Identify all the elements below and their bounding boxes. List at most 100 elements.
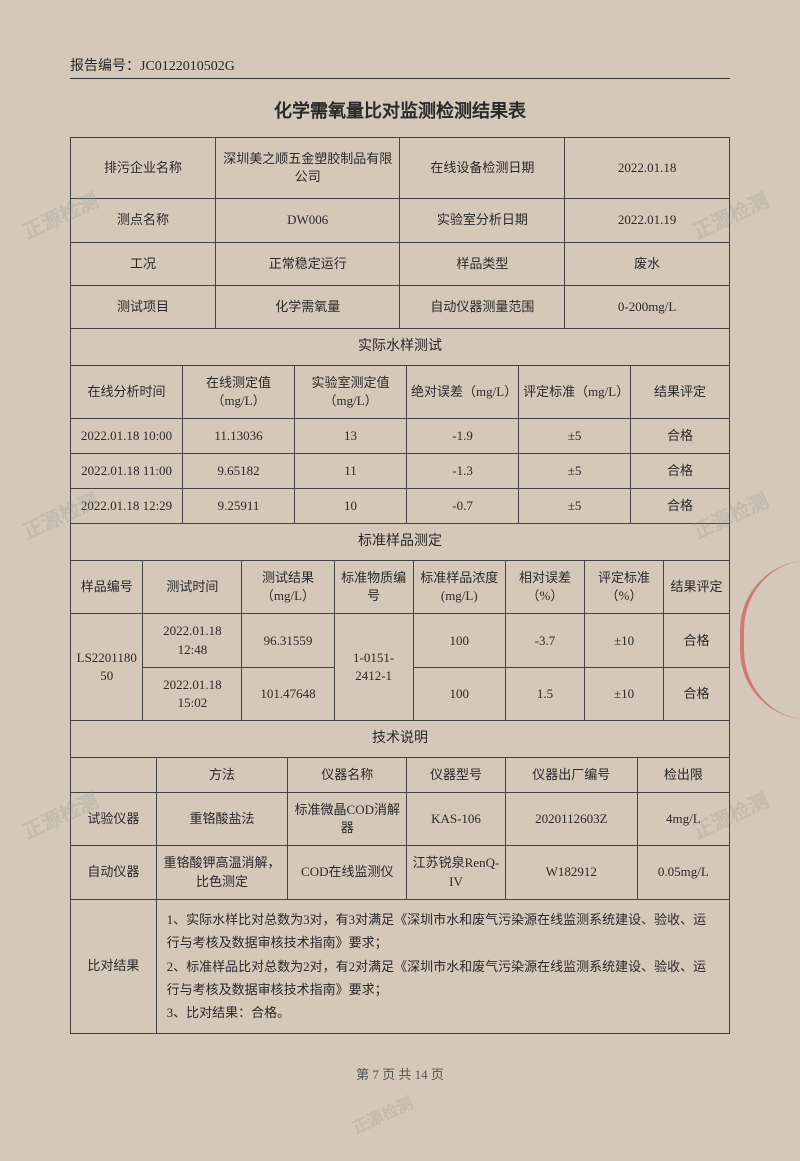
online-date-label: 在线设备检测日期 bbox=[400, 138, 565, 199]
cell-std: ±5 bbox=[519, 489, 631, 524]
sec2-h1: 样品编号 bbox=[71, 561, 143, 614]
cell-res: 合格 bbox=[664, 667, 730, 720]
lab-date-label: 实验室分析日期 bbox=[400, 199, 565, 242]
lab-date-value: 2022.01.19 bbox=[565, 199, 730, 242]
cell-conc: 100 bbox=[413, 614, 505, 667]
cell-res: 合格 bbox=[631, 489, 730, 524]
sec2-h2: 测试时间 bbox=[143, 561, 242, 614]
sample-type-label: 样品类型 bbox=[400, 242, 565, 285]
cell-lab: 11 bbox=[295, 454, 407, 489]
watermark: 正源检测 bbox=[348, 1090, 416, 1139]
cell-std: ±5 bbox=[519, 454, 631, 489]
sec2-h5: 标准样品浓度(mg/L) bbox=[413, 561, 505, 614]
cell-conc: 100 bbox=[413, 667, 505, 720]
condition-value: 正常稳定运行 bbox=[215, 242, 400, 285]
sec1-h6: 结果评定 bbox=[631, 365, 730, 418]
std-material-no: 1-0151-2412-1 bbox=[334, 614, 413, 721]
point-label: 测点名称 bbox=[71, 199, 216, 242]
cell-online: 11.13036 bbox=[183, 418, 295, 453]
cell-time: 2022.01.18 12:29 bbox=[71, 489, 183, 524]
sec2-h7: 评定标准（%） bbox=[584, 561, 663, 614]
blank-cell bbox=[71, 757, 157, 792]
h-serial: 仪器出厂编号 bbox=[505, 757, 637, 792]
condition-label: 工况 bbox=[71, 242, 216, 285]
sec2-h6: 相对误差（%） bbox=[505, 561, 584, 614]
row1-name: 标准微晶COD消解器 bbox=[288, 792, 407, 845]
cell-std: ±10 bbox=[584, 667, 663, 720]
cell-lab: 10 bbox=[295, 489, 407, 524]
cell-res: 合格 bbox=[631, 454, 730, 489]
cell-time: 2022.01.18 11:00 bbox=[71, 454, 183, 489]
report-number-line: 报告编号：JC0122010502G bbox=[70, 55, 730, 79]
water-sample-table: 实际水样测试 在线分析时间 在线测定值（mg/L） 实验室测定值（mg/L） 绝… bbox=[70, 329, 730, 525]
result-label: 比对结果 bbox=[71, 899, 157, 1033]
cell-val: 96.31559 bbox=[242, 614, 334, 667]
header-table: 排污企业名称 深圳美之顺五金塑胶制品有限公司 在线设备检测日期 2022.01.… bbox=[70, 137, 730, 329]
sec1-h1: 在线分析时间 bbox=[71, 365, 183, 418]
sec1-h2: 在线测定值（mg/L） bbox=[183, 365, 295, 418]
cell-online: 9.65182 bbox=[183, 454, 295, 489]
sample-no: LS220118050 bbox=[71, 614, 143, 721]
sec3-title: 技术说明 bbox=[71, 721, 730, 757]
sec2-h8: 结果评定 bbox=[664, 561, 730, 614]
standard-sample-table: 标准样品测定 样品编号 测试时间 测试结果（mg/L） 标准物质编号 标准样品浓… bbox=[70, 524, 730, 721]
report-no-value: JC0122010502G bbox=[140, 59, 235, 74]
sec2-h3: 测试结果（mg/L） bbox=[242, 561, 334, 614]
result-text: 1、实际水样比对总数为3对，有3对满足《深圳市水和废气污染源在线监测系统建设、验… bbox=[156, 899, 729, 1033]
cell-lab: 13 bbox=[295, 418, 407, 453]
cell-std: ±10 bbox=[584, 614, 663, 667]
sec2-title: 标准样品测定 bbox=[71, 524, 730, 560]
table-row: 2022.01.18 11:00 9.65182 11 -1.3 ±5 合格 bbox=[71, 454, 730, 489]
cell-res: 合格 bbox=[631, 418, 730, 453]
h-model: 仪器型号 bbox=[407, 757, 506, 792]
sec1-title: 实际水样测试 bbox=[71, 329, 730, 365]
h-method: 方法 bbox=[156, 757, 288, 792]
cell-res: 合格 bbox=[664, 614, 730, 667]
cell-time: 2022.01.18 10:00 bbox=[71, 418, 183, 453]
row2-model: 江苏锐泉RenQ-IV bbox=[407, 846, 506, 899]
row2-label: 自动仪器 bbox=[71, 846, 157, 899]
table-row: 2022.01.18 10:00 11.13036 13 -1.9 ±5 合格 bbox=[71, 418, 730, 453]
row2-method: 重铬酸钾高温消解，比色测定 bbox=[156, 846, 288, 899]
row1-limit: 4mg/L bbox=[637, 792, 729, 845]
table-row: 2022.01.18 12:29 9.25911 10 -0.7 ±5 合格 bbox=[71, 489, 730, 524]
table-row: LS220118050 2022.01.18 12:48 96.31559 1-… bbox=[71, 614, 730, 667]
cell-std: ±5 bbox=[519, 418, 631, 453]
row2-serial: W182912 bbox=[505, 846, 637, 899]
range-label: 自动仪器测量范围 bbox=[400, 285, 565, 328]
sec2-h4: 标准物质编号 bbox=[334, 561, 413, 614]
page-footer: 第 7 页 共 14 页 bbox=[70, 1064, 730, 1083]
table-row: 试验仪器 重铬酸盐法 标准微晶COD消解器 KAS-106 2020112603… bbox=[71, 792, 730, 845]
row1-method: 重铬酸盐法 bbox=[156, 792, 288, 845]
sec1-h5: 评定标准（mg/L） bbox=[519, 365, 631, 418]
row1-serial: 2020112603Z bbox=[505, 792, 637, 845]
row1-model: KAS-106 bbox=[407, 792, 506, 845]
sec1-h4: 绝对误差（mg/L） bbox=[407, 365, 519, 418]
row1-label: 试验仪器 bbox=[71, 792, 157, 845]
cell-err: -1.9 bbox=[407, 418, 519, 453]
cell-err: -0.7 bbox=[407, 489, 519, 524]
report-no-label: 报告编号： bbox=[70, 59, 140, 74]
sample-type-value: 废水 bbox=[565, 242, 730, 285]
cell-val: 101.47648 bbox=[242, 667, 334, 720]
company-value: 深圳美之顺五金塑胶制品有限公司 bbox=[215, 138, 400, 199]
cell-err: -3.7 bbox=[505, 614, 584, 667]
h-name: 仪器名称 bbox=[288, 757, 407, 792]
cell-err: -1.3 bbox=[407, 454, 519, 489]
cell-err: 1.5 bbox=[505, 667, 584, 720]
range-value: 0-200mg/L bbox=[565, 285, 730, 328]
row2-name: COD在线监测仪 bbox=[288, 846, 407, 899]
row2-limit: 0.05mg/L bbox=[637, 846, 729, 899]
h-limit: 检出限 bbox=[637, 757, 729, 792]
cell-time: 2022.01.18 15:02 bbox=[143, 667, 242, 720]
sec1-h3: 实验室测定值（mg/L） bbox=[295, 365, 407, 418]
point-value: DW006 bbox=[215, 199, 400, 242]
table-row: 自动仪器 重铬酸钾高温消解，比色测定 COD在线监测仪 江苏锐泉RenQ-IV … bbox=[71, 846, 730, 899]
cell-online: 9.25911 bbox=[183, 489, 295, 524]
test-item-label: 测试项目 bbox=[71, 285, 216, 328]
tech-spec-table: 技术说明 方法 仪器名称 仪器型号 仪器出厂编号 检出限 试验仪器 重铬酸盐法 … bbox=[70, 721, 730, 1033]
red-stamp bbox=[740, 560, 800, 720]
page-title: 化学需氧量比对监测检测结果表 bbox=[70, 97, 730, 123]
cell-time: 2022.01.18 12:48 bbox=[143, 614, 242, 667]
company-label: 排污企业名称 bbox=[71, 138, 216, 199]
